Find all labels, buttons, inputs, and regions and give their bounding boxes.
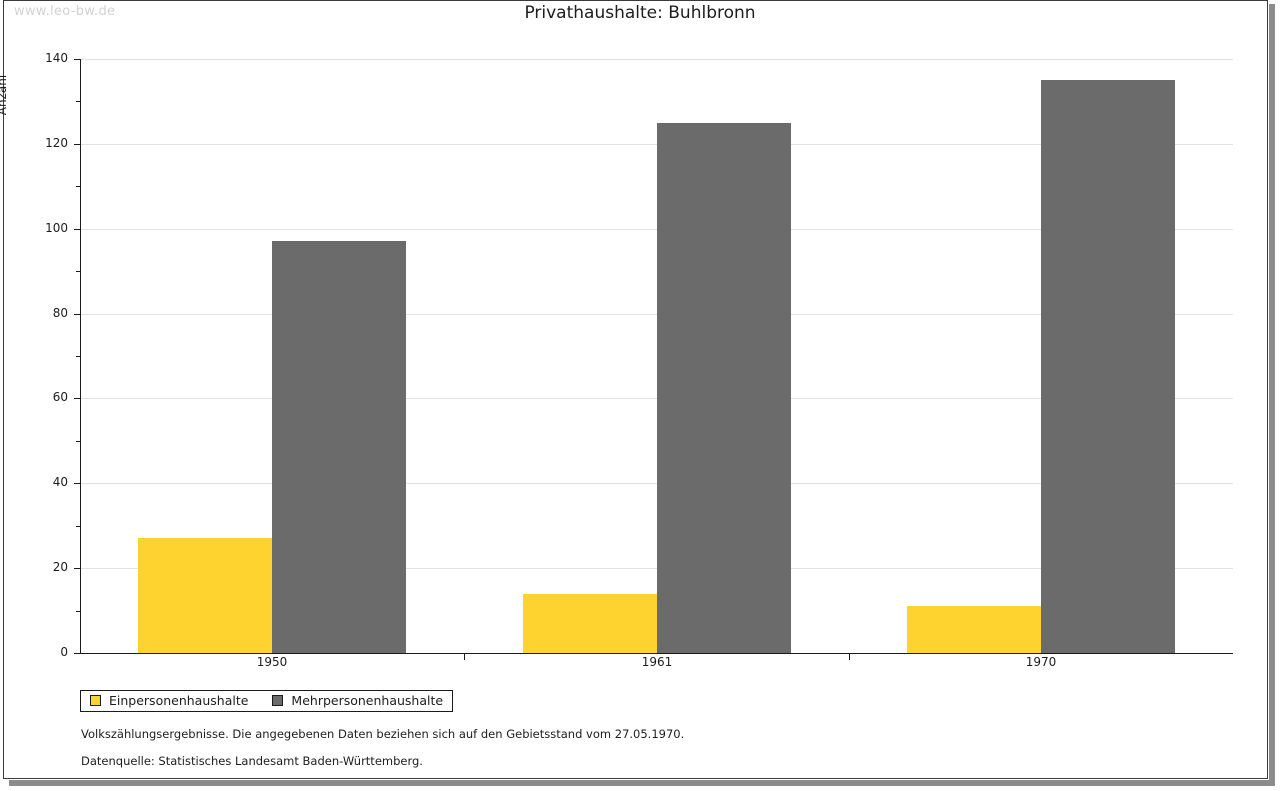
- y-axis-tick: [74, 144, 80, 145]
- legend-swatch-icon: [90, 695, 101, 706]
- y-axis-minor-tick: [76, 356, 80, 357]
- y-axis-tick-label: 60: [52, 390, 68, 404]
- gridline: [80, 483, 1233, 484]
- x-axis-tick-label: 1961: [641, 655, 673, 669]
- page-title: Privathaushalte: Buhlbronn: [524, 3, 756, 23]
- y-axis-tick-label: 20: [52, 560, 68, 574]
- legend: Einpersonenhaushalte Mehrpersonenhaushalt…: [80, 690, 454, 712]
- gridline: [80, 398, 1233, 399]
- y-axis-tick: [74, 398, 80, 399]
- x-axis-tick-label: 1950: [256, 655, 288, 669]
- bar-1961-einpersonenhaushalte: [523, 594, 657, 653]
- x-axis-tick: [464, 653, 465, 660]
- bar-1970-mehrpersonenhaushalte: [1041, 80, 1175, 653]
- window-shadow-bottom: [9, 780, 1275, 786]
- y-axis-tick: [74, 653, 80, 654]
- y-axis-tick: [74, 229, 80, 230]
- y-axis-tick: [74, 59, 80, 60]
- y-axis-minor-tick: [76, 101, 80, 102]
- y-axis-tick: [74, 568, 80, 569]
- gridline: [80, 144, 1233, 145]
- y-axis-minor-tick: [76, 611, 80, 612]
- footnote-source: Datenquelle: Statistisches Landesamt Bad…: [81, 754, 423, 768]
- y-axis-tick-label: 0: [60, 645, 68, 659]
- legend-label: Mehrpersonenhaushalte: [291, 693, 444, 708]
- y-axis-tick-label: 140: [45, 51, 68, 65]
- x-axis-line: [80, 653, 1233, 654]
- y-axis-tick-label: 80: [52, 306, 68, 320]
- gridline: [80, 229, 1233, 230]
- y-axis-line: [80, 59, 81, 654]
- y-axis-minor-tick: [76, 186, 80, 187]
- y-axis-minor-tick: [76, 526, 80, 527]
- bar-1950-einpersonenhaushalte: [138, 538, 272, 653]
- legend-entry-einpersonenhaushalte[interactable]: Einpersonenhaushalte: [90, 693, 248, 708]
- legend-swatch-icon: [272, 695, 284, 706]
- y-axis-tick: [74, 483, 80, 484]
- gridline: [80, 59, 1233, 60]
- x-axis-tick-label: 1970: [1025, 655, 1057, 669]
- legend-entry-mehrpersonenhaushalte[interactable]: Mehrpersonenhaushalte: [272, 693, 443, 708]
- gridline: [80, 568, 1233, 569]
- y-axis-tick-label: 100: [45, 221, 68, 235]
- bar-1970-einpersonenhaushalte: [907, 606, 1041, 653]
- y-axis-minor-tick: [76, 441, 80, 442]
- window-shadow-right: [1269, 4, 1275, 786]
- watermark-label: www.leo-bw.de: [14, 4, 116, 19]
- y-axis-tick-label: 120: [45, 136, 68, 150]
- legend-label: Einpersonenhaushalte: [109, 693, 249, 708]
- y-axis-tick: [74, 314, 80, 315]
- y-axis-minor-tick: [76, 271, 80, 272]
- footnote-note: Volkszählungsergebnisse. Die angegebenen…: [81, 727, 685, 741]
- y-axis-label: Anzahl: [0, 74, 9, 116]
- x-axis-tick: [849, 653, 850, 660]
- bar-1950-mehrpersonenhaushalte: [272, 241, 406, 653]
- gridline: [80, 314, 1233, 315]
- plot-area: [80, 59, 1233, 653]
- bar-1961-mehrpersonenhaushalte: [657, 123, 791, 653]
- y-axis-tick-label: 40: [52, 475, 68, 489]
